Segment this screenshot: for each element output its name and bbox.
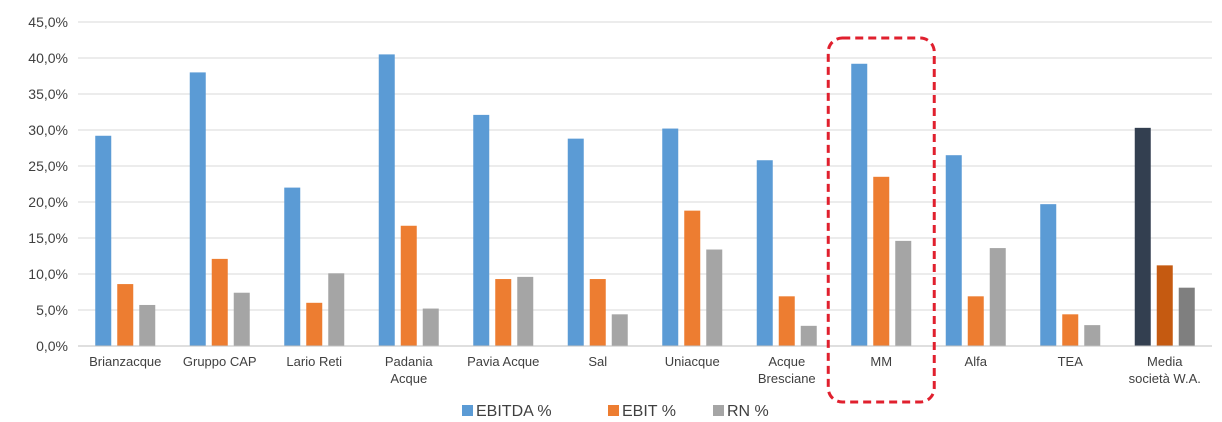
x-category-label: Gruppo CAP: [183, 354, 257, 369]
grid-lines: [78, 21, 1212, 347]
bar-ebit: [873, 176, 890, 346]
bar-ebit: [1062, 314, 1079, 346]
highlight-box: [826, 36, 936, 404]
bar-rn: [706, 249, 723, 346]
x-category-label: Alfa: [965, 354, 988, 369]
x-category-label: MM: [870, 354, 892, 369]
y-tick-label: 25,0%: [28, 158, 68, 174]
bar-rn: [1084, 325, 1101, 346]
y-tick-label: 40,0%: [28, 50, 68, 66]
bar-ebitda: [95, 135, 112, 346]
legend-swatch: [462, 405, 473, 416]
bar-ebit: [778, 296, 795, 346]
x-category-label: Uniacque: [665, 354, 720, 369]
bar-ebit: [1156, 265, 1173, 346]
bar-rn: [422, 308, 439, 346]
bar-ebitda: [945, 155, 962, 346]
bar-ebit: [684, 210, 701, 346]
bar-rn: [328, 273, 345, 346]
legend-label: RN %: [727, 403, 769, 420]
y-axis: 0,0% 5,0% 10,0% 15,0% 20,0% 25,0% 30,0% 35,0% 40…: [28, 14, 68, 354]
bar-ebit: [589, 279, 606, 346]
y-tick-label: 30,0%: [28, 122, 68, 138]
bar-ebitda: [284, 187, 301, 346]
legend-swatch: [713, 405, 724, 416]
highlight-rectangle: [826, 36, 936, 404]
bar-rn: [800, 325, 817, 346]
bar-ebitda: [378, 54, 395, 347]
bar-rn: [517, 276, 534, 346]
bar-ebitda: [756, 160, 773, 346]
bar-ebitda: [189, 72, 206, 347]
y-tick-label: 20,0%: [28, 194, 68, 210]
bar-ebit: [117, 284, 134, 346]
bar-ebit: [306, 302, 323, 346]
x-category-label: Brianzacque: [89, 354, 161, 369]
bar-ebitda: [1040, 204, 1057, 346]
x-category-label: Padania Acque: [385, 354, 433, 386]
bars: [95, 54, 1195, 347]
legend-label: EBITDA %: [476, 403, 552, 420]
bar-ebitda: [662, 128, 679, 346]
y-tick-label: 0,0%: [36, 338, 68, 354]
bar-ebitda: [1134, 127, 1151, 346]
bar-rn: [233, 292, 250, 346]
x-category-label: Acque Bresciane: [758, 354, 816, 386]
y-tick-label: 35,0%: [28, 86, 68, 102]
x-axis: Brianzacque Gruppo CAP Lario Reti Padania Ac…: [78, 345, 1212, 386]
bar-rn: [611, 314, 628, 346]
bar-rn: [895, 240, 912, 346]
legend-swatch: [608, 405, 619, 416]
y-tick-label: 15,0%: [28, 230, 68, 246]
bar-ebit: [211, 258, 228, 346]
bar-rn: [989, 248, 1006, 346]
bar-ebitda: [473, 114, 490, 346]
x-category-label: Media società W.A.: [1129, 354, 1201, 386]
bar-rn: [139, 304, 156, 346]
legend-label: EBIT %: [622, 403, 676, 420]
x-category-label: TEA: [1058, 354, 1084, 369]
bar-ebitda: [567, 138, 584, 346]
bar-ebit: [967, 296, 984, 346]
bar-ebit: [495, 279, 512, 346]
bar-ebit: [400, 225, 417, 346]
y-tick-label: 10,0%: [28, 266, 68, 282]
y-tick-label: 45,0%: [28, 14, 68, 30]
x-category-label: Lario Reti: [286, 354, 342, 369]
legend: EBITDA % EBIT % RN %: [462, 403, 769, 420]
x-category-label: Sal: [588, 354, 607, 369]
y-tick-label: 5,0%: [36, 302, 68, 318]
x-category-label: Pavia Acque: [467, 354, 539, 369]
bar-rn: [1178, 287, 1195, 346]
bar-ebitda: [851, 63, 868, 346]
